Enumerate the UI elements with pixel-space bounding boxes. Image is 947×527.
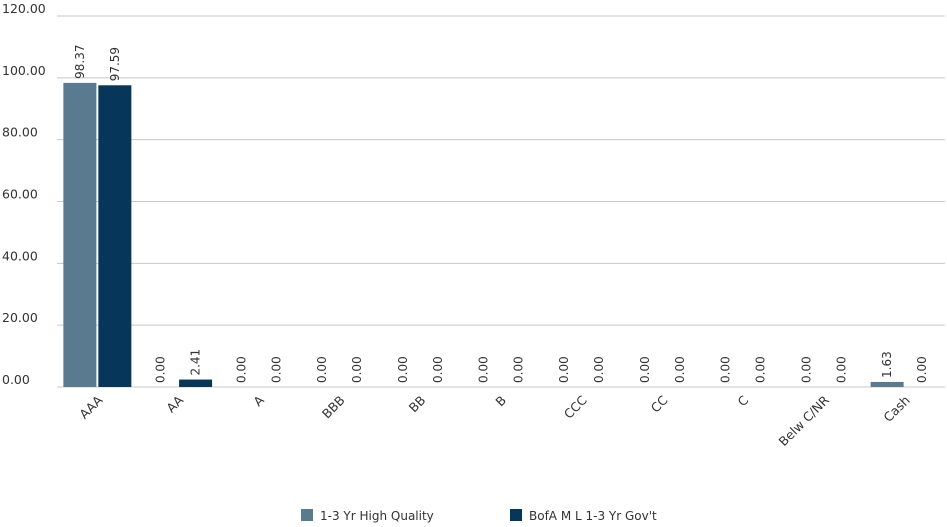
x-tick-label: B xyxy=(492,393,509,410)
x-tick-label: AA xyxy=(163,392,186,415)
data-label: 0.00 xyxy=(638,356,652,383)
y-tick-label: 40.00 xyxy=(2,248,38,263)
data-label: 0.00 xyxy=(234,356,248,383)
data-label: 0.00 xyxy=(557,356,571,383)
data-labels: 98.37 97.59 0.00 2.41 0.00 0.00 0.00 0.00 0.00 0.… xyxy=(73,45,929,383)
data-label: 97.59 xyxy=(108,47,122,81)
x-tick-label: AAA xyxy=(76,392,106,422)
data-label: 0.00 xyxy=(512,356,526,383)
data-label: 0.00 xyxy=(754,356,768,383)
x-tick-label: Belw C/NR xyxy=(776,392,833,449)
x-tick-label: CC xyxy=(648,392,671,415)
bar-series-1-0 xyxy=(98,85,132,388)
legend-label-series-1: BofA M L 1-3 Yr Gov't xyxy=(529,509,657,523)
x-tick-label: BB xyxy=(406,393,429,416)
legend-swatch-series-1 xyxy=(510,509,522,521)
data-label: 0.00 xyxy=(719,356,733,383)
data-label: 0.00 xyxy=(592,356,606,383)
data-label: 0.00 xyxy=(350,356,364,383)
gridlines xyxy=(57,15,945,388)
bar-series-0-0 xyxy=(63,82,97,388)
data-label: 2.41 xyxy=(189,349,203,376)
y-tick-label: 100.00 xyxy=(2,63,46,78)
legend-label-series-0: 1-3 Yr High Quality xyxy=(320,509,434,523)
data-label: 0.00 xyxy=(915,356,929,383)
data-label: 0.00 xyxy=(477,356,491,383)
x-tick-label: CCC xyxy=(561,392,590,421)
data-label: 0.00 xyxy=(269,356,283,383)
y-tick-label: 0.00 xyxy=(2,372,30,387)
x-axis: AAA AA A BBB BB B CCC CC C Belw C/NR Cash xyxy=(76,392,913,449)
legend-swatch-series-0 xyxy=(301,509,313,521)
y-tick-label: 20.00 xyxy=(2,310,38,325)
data-label: 1.63 xyxy=(880,351,894,378)
bars xyxy=(63,82,904,388)
x-tick-label: BBB xyxy=(319,393,348,422)
x-tick-label: Cash xyxy=(880,393,912,425)
x-tick-label: A xyxy=(250,392,267,409)
y-axis: 0.00 20.00 40.00 60.00 80.00 100.00 120.00 xyxy=(2,1,46,387)
legend: 1-3 Yr High Quality BofA M L 1-3 Yr Gov'… xyxy=(301,509,657,523)
data-label: 0.00 xyxy=(154,356,168,383)
data-label: 0.00 xyxy=(431,356,445,383)
data-label: 0.00 xyxy=(799,356,813,383)
data-label: 0.00 xyxy=(396,356,410,383)
data-label: 0.00 xyxy=(834,356,848,383)
x-tick-label: C xyxy=(735,392,752,409)
y-tick-label: 60.00 xyxy=(2,187,38,202)
data-label: 98.37 xyxy=(73,45,87,79)
bar-series-1-1 xyxy=(179,379,213,387)
data-label: 0.00 xyxy=(673,356,687,383)
data-label: 0.00 xyxy=(315,356,329,383)
bar-series-0-10 xyxy=(870,381,904,387)
y-tick-label: 80.00 xyxy=(2,125,38,140)
y-tick-label: 120.00 xyxy=(2,1,46,16)
